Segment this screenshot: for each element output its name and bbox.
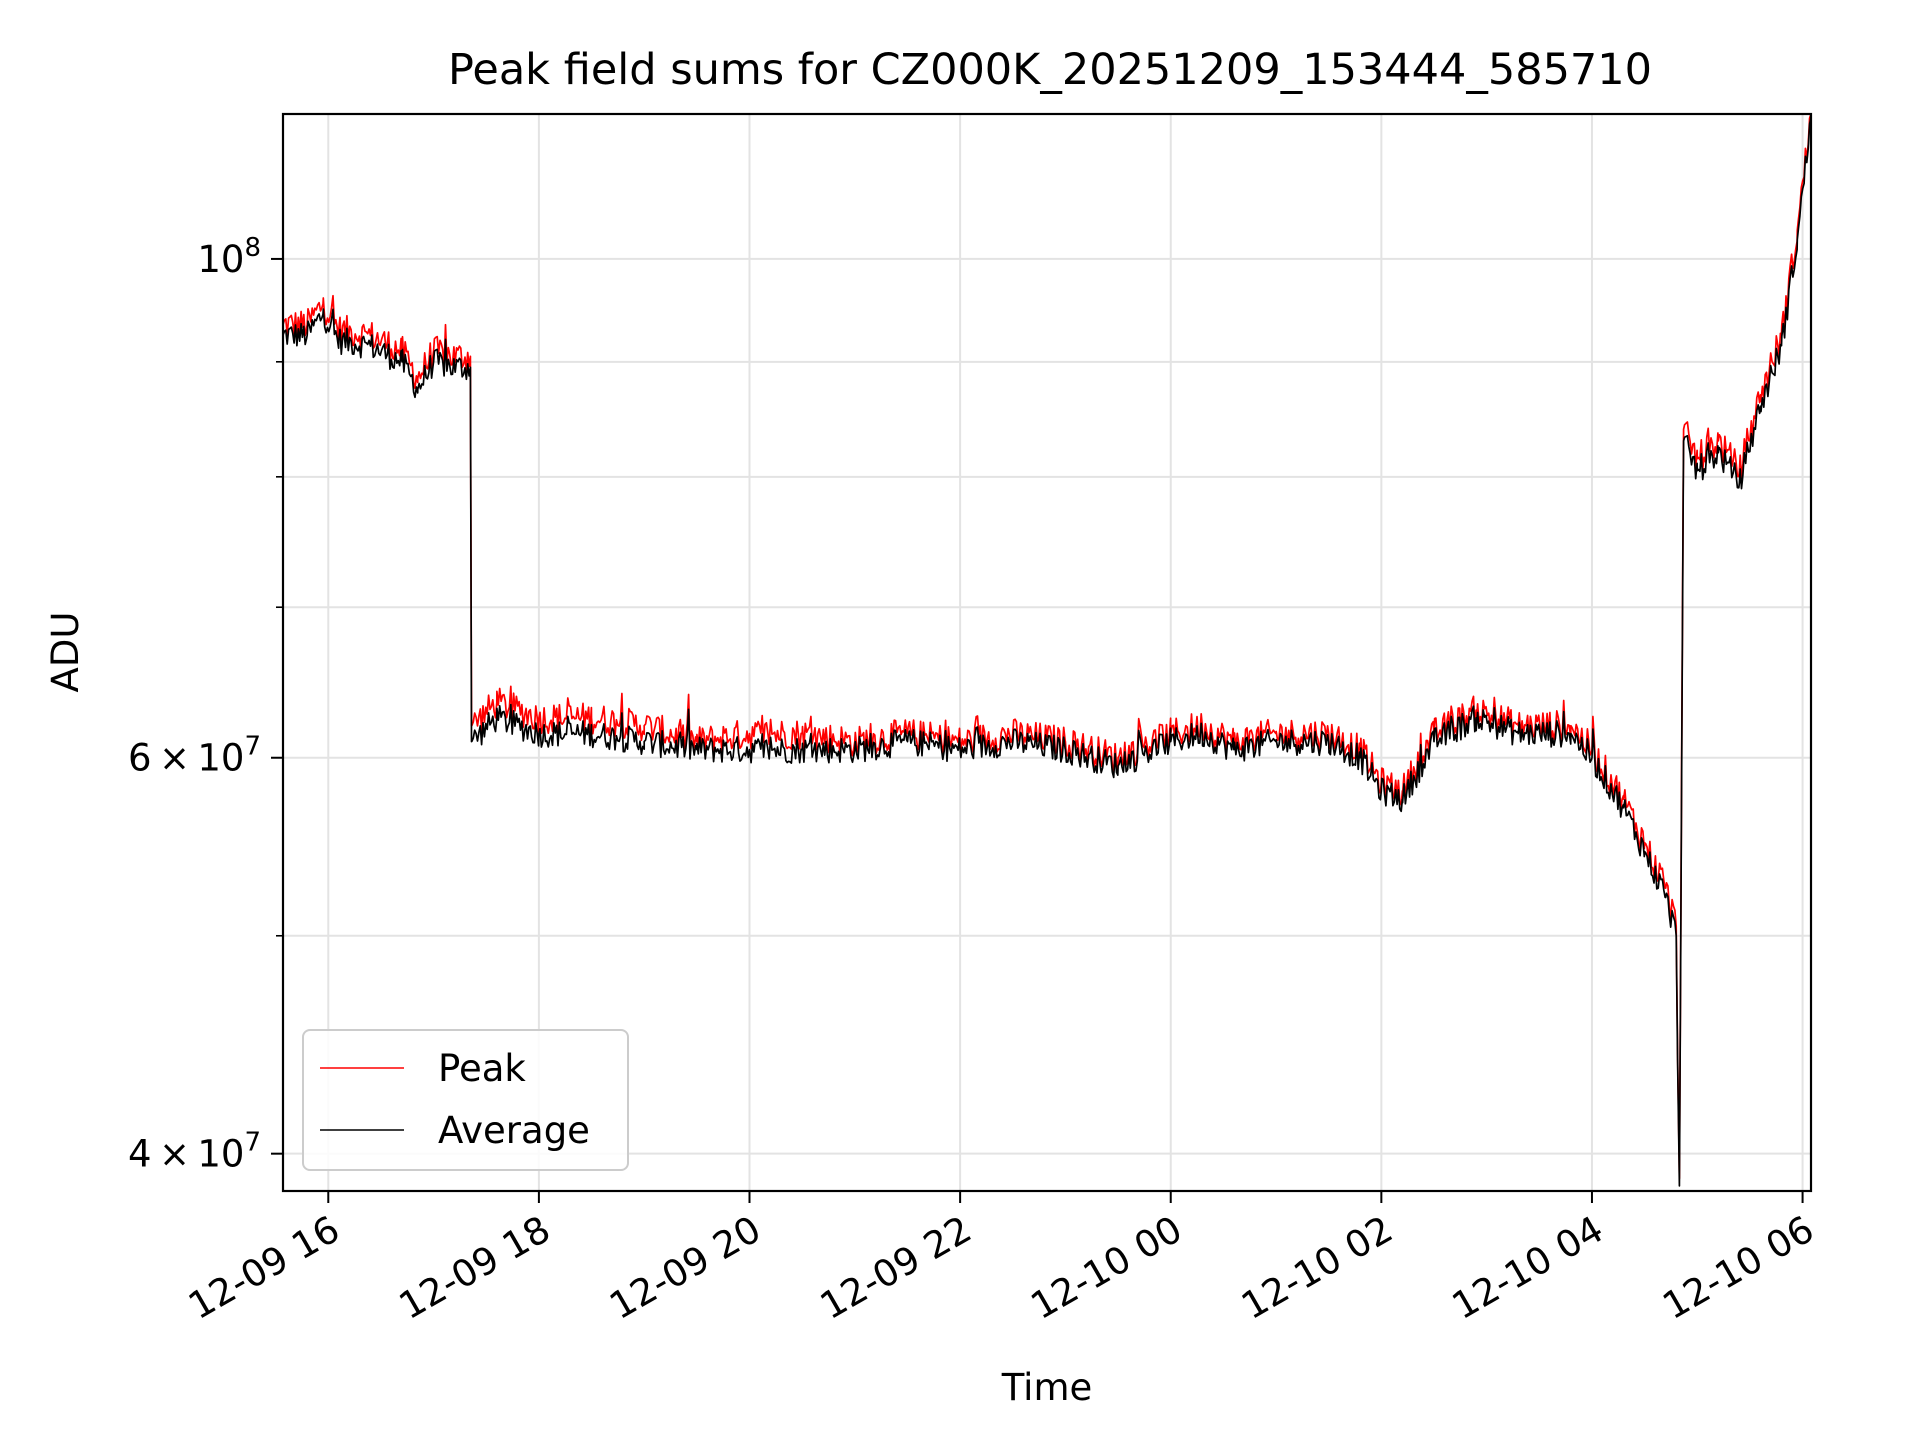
series-line-average — [282, 117, 1812, 1187]
chart-title: Peak field sums for CZ000K_20251209_1534… — [448, 45, 1652, 95]
legend: Peak Average — [302, 1029, 629, 1171]
y-tick-label: 6 × 107 — [128, 732, 261, 780]
y-tick-label: 4 × 107 — [128, 1128, 261, 1176]
x-axis-label: Time — [1001, 1366, 1093, 1409]
series-lines — [282, 113, 1812, 1187]
legend-label-peak: Peak — [438, 1047, 526, 1090]
y-tick-label: 108 — [197, 233, 261, 281]
legend-label-average: Average — [438, 1109, 590, 1152]
legend-box — [302, 1029, 629, 1171]
y-axis-label: ADU — [44, 612, 87, 693]
plot-frame — [281, 112, 1813, 1193]
